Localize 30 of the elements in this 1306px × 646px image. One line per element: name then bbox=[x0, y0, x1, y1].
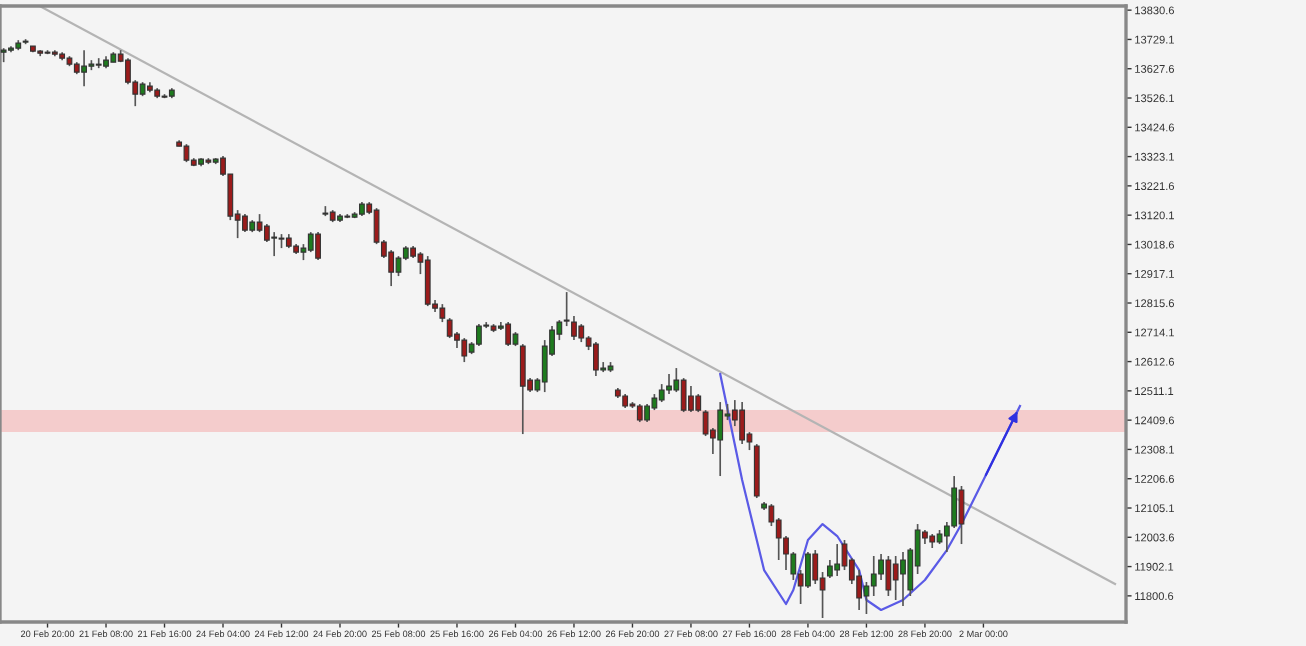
candlestick bbox=[892, 555, 899, 601]
candlestick bbox=[81, 49, 87, 87]
candlestick bbox=[315, 231, 321, 261]
candlestick bbox=[461, 337, 468, 363]
candlestick bbox=[593, 341, 599, 377]
candlestick bbox=[695, 393, 702, 413]
candlestick bbox=[424, 255, 431, 307]
candlestick bbox=[395, 255, 402, 277]
candlestick bbox=[666, 373, 672, 395]
candlestick bbox=[571, 315, 577, 341]
candlestick bbox=[739, 401, 746, 445]
candlestick bbox=[505, 321, 512, 347]
candlestick bbox=[717, 401, 724, 477]
candlestick bbox=[900, 551, 906, 607]
candlestick bbox=[476, 323, 482, 347]
candlestick bbox=[519, 343, 526, 435]
candlestick bbox=[805, 551, 811, 589]
candlestick bbox=[870, 555, 877, 597]
candlestick bbox=[95, 57, 102, 69]
candlestick bbox=[680, 377, 687, 413]
candlestick bbox=[812, 549, 819, 585]
line-series bbox=[719, 372, 1022, 612]
candlestick bbox=[242, 213, 248, 233]
candlestick bbox=[958, 485, 965, 545]
candlestick bbox=[834, 543, 841, 577]
candlestick bbox=[688, 385, 694, 413]
candlestick bbox=[307, 231, 314, 253]
candlestick bbox=[863, 581, 870, 615]
candlestick bbox=[271, 231, 278, 257]
candlestick bbox=[885, 555, 892, 597]
